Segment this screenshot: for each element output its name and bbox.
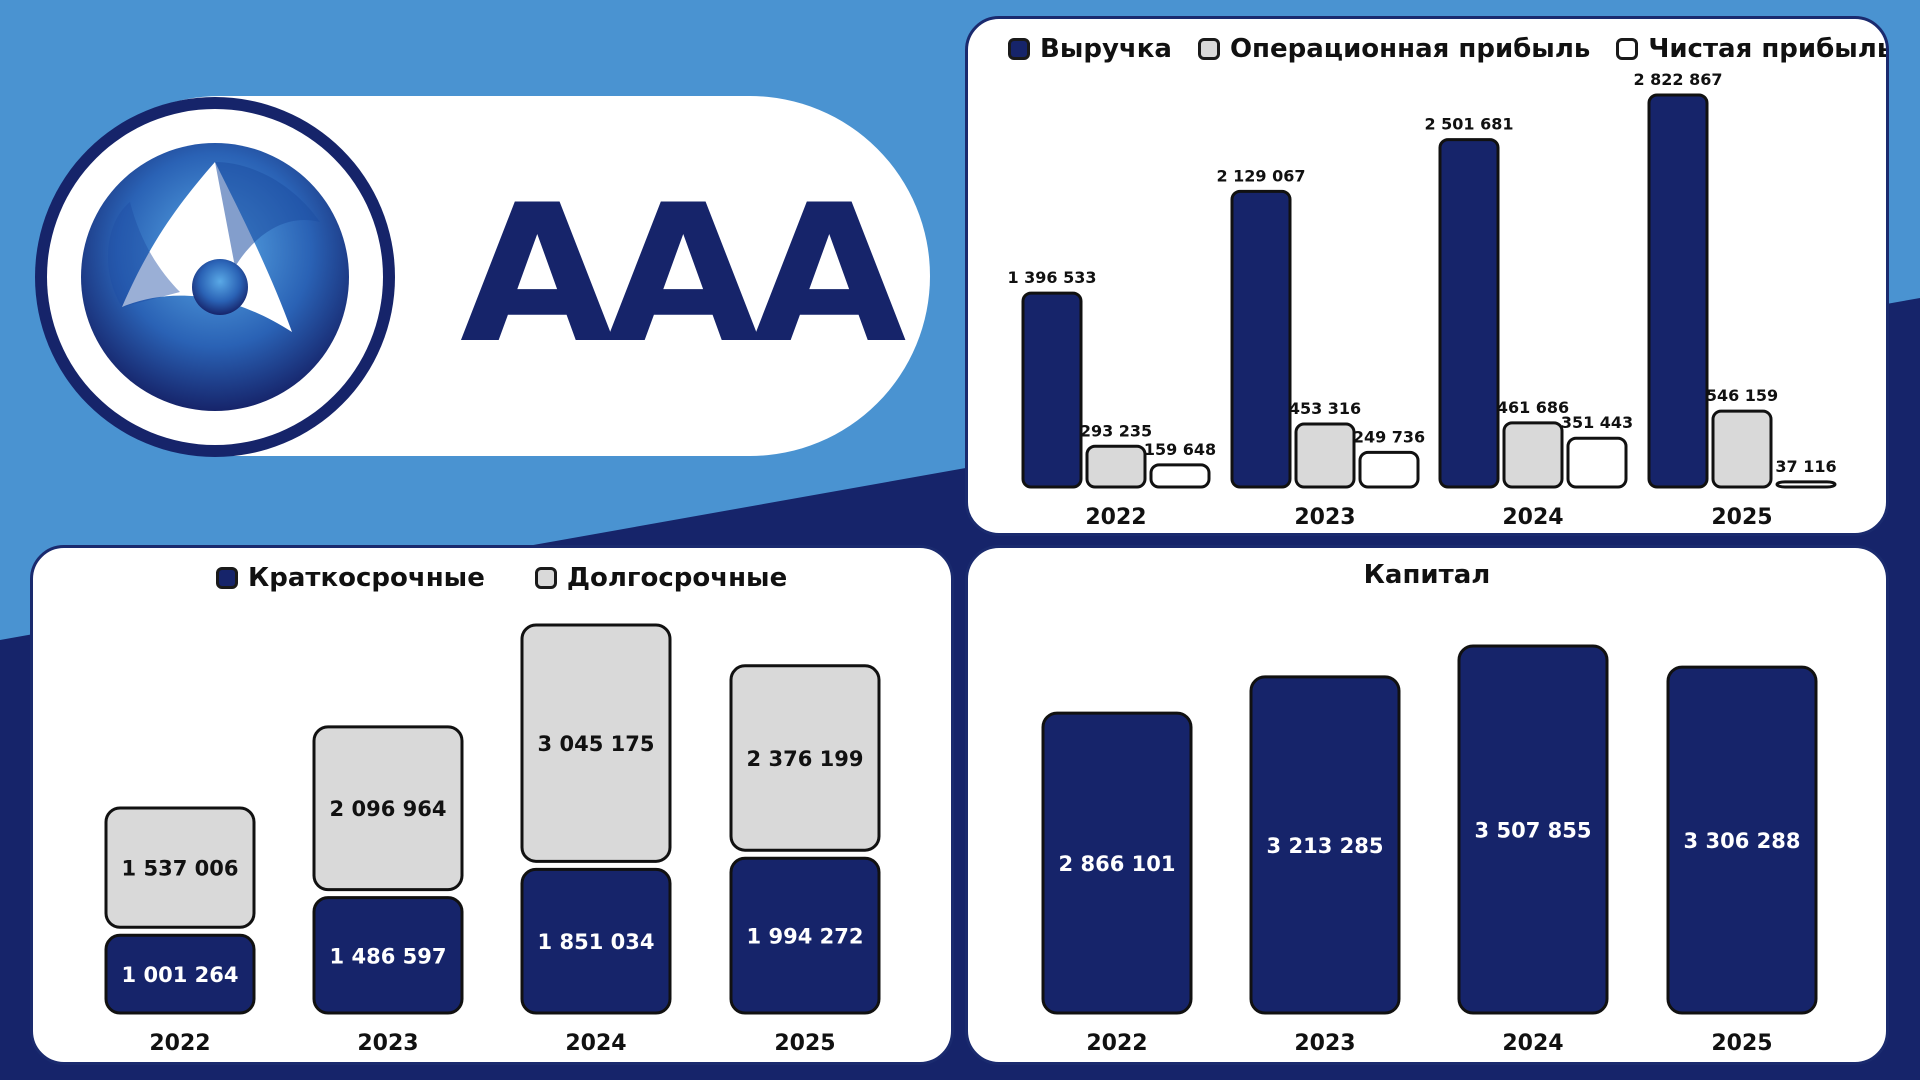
- bar-0-2024: [1438, 138, 1500, 489]
- x-tick-2022: 2022: [149, 1031, 210, 1056]
- x-tick-2023: 2023: [1294, 505, 1355, 530]
- data-label-short-term-2025: 1 994 272: [747, 925, 864, 949]
- bar-2-2024: [1566, 436, 1628, 489]
- credit-rating-text: AAA: [460, 164, 906, 385]
- bar-capital-2022: [1041, 711, 1193, 1015]
- bar-1-2023: [1294, 422, 1356, 489]
- x-tick-2024: 2024: [1502, 1031, 1563, 1056]
- debt-chart-panel: Краткосрочные Долгосрочные 1 001 264 1 53…: [30, 545, 954, 1065]
- bar-2-2022: [1149, 463, 1211, 489]
- legend-label-net-profit: Чистая прибыль: [1648, 34, 1889, 64]
- data-label-capital-2025: 3 306 288: [1684, 829, 1801, 853]
- bar-long-term-2025: [729, 664, 881, 852]
- data-label-1-2023: 453 316: [1289, 399, 1361, 418]
- legend-swatch-revenue: [1008, 38, 1030, 60]
- x-tick-2024: 2024: [1502, 505, 1563, 530]
- bar-0-2025: [1647, 93, 1709, 489]
- bar-short-term-2024: [520, 867, 672, 1015]
- debt-stacked-bar-chart: 1 001 264 1 537 006 2022 1 486 597 2 096 964…: [104, 623, 881, 1056]
- data-label-1-2024: 461 686: [1497, 398, 1569, 417]
- data-label-short-term-2023: 1 486 597: [330, 944, 447, 968]
- data-label-short-term-2022: 1 001 264: [122, 963, 239, 987]
- legend-label-revenue: Выручка: [1040, 34, 1172, 64]
- data-label-capital-2023: 3 213 285: [1267, 834, 1384, 858]
- data-label-0-2023: 2 129 067: [1216, 166, 1305, 185]
- data-label-1-2025: 546 159: [1706, 386, 1778, 405]
- debt-legend: Краткосрочные Долгосрочные: [216, 558, 813, 598]
- x-tick-2022: 2022: [1086, 1031, 1147, 1056]
- data-label-0-2024: 2 501 681: [1424, 115, 1513, 134]
- data-label-0-2022: 1 396 533: [1007, 268, 1096, 287]
- data-label-1-2022: 293 235: [1080, 421, 1152, 440]
- bar-0-2023: [1230, 189, 1292, 489]
- legend-item-net-profit: Чистая прибыль: [1616, 34, 1889, 64]
- x-tick-2024: 2024: [565, 1031, 626, 1056]
- legend-item-revenue: Выручка: [1008, 34, 1172, 64]
- data-label-0-2025: 2 822 867: [1633, 70, 1722, 89]
- legend-label-long-term: Долгосрочные: [566, 563, 788, 593]
- bar-long-term-2022: [104, 806, 256, 929]
- legend-swatch-long-term: [534, 567, 557, 589]
- x-tick-2023: 2023: [1294, 1031, 1355, 1056]
- x-tick-2025: 2025: [1711, 1031, 1772, 1056]
- data-label-long-term-2022: 1 537 006: [122, 857, 239, 881]
- bar-long-term-2023: [312, 725, 464, 892]
- bar-long-term-2024: [520, 623, 672, 863]
- atom-logo-icon: [35, 97, 395, 457]
- data-label-2-2025: 37 116: [1775, 457, 1836, 476]
- income-legend: Выручка Операционная прибыль Чистая приб…: [1008, 29, 1889, 69]
- bar-short-term-2023: [312, 896, 464, 1015]
- bar-short-term-2022: [104, 933, 256, 1015]
- bar-2-2025: [1775, 480, 1837, 489]
- capital-chart-title: Капитал: [1363, 560, 1491, 590]
- legend-item-operating-profit: Операционная прибыль: [1197, 34, 1591, 64]
- data-label-capital-2022: 2 866 101: [1059, 852, 1176, 876]
- data-label-long-term-2024: 3 045 175: [538, 732, 655, 756]
- income-chart-panel: Выручка Операционная прибыль Чистая приб…: [965, 16, 1889, 536]
- legend-swatch-net-profit: [1616, 38, 1639, 60]
- data-label-2-2024: 351 443: [1561, 413, 1633, 432]
- bar-0-2022: [1021, 291, 1083, 489]
- bar-capital-2025: [1666, 665, 1818, 1015]
- x-tick-2025: 2025: [774, 1031, 835, 1056]
- bar-capital-2024: [1457, 644, 1609, 1015]
- data-label-capital-2024: 3 507 855: [1475, 819, 1592, 843]
- company-logo: [30, 92, 400, 462]
- bar-short-term-2025: [729, 856, 881, 1015]
- bar-capital-2023: [1249, 675, 1401, 1015]
- legend-item-short-term: Краткосрочные: [216, 563, 485, 593]
- data-label-long-term-2023: 2 096 964: [330, 797, 447, 821]
- capital-chart-panel: Капитал 2 866 101 2022 3 213 285 2023 3 507 …: [965, 545, 1889, 1065]
- bar-1-2025: [1711, 409, 1773, 489]
- x-tick-2022: 2022: [1085, 505, 1146, 530]
- legend-item-long-term: Долгосрочные: [534, 563, 788, 593]
- data-label-2-2023: 249 736: [1353, 427, 1425, 446]
- bar-2-2023: [1358, 450, 1420, 489]
- legend-label-operating-profit: Операционная прибыль: [1229, 34, 1591, 64]
- data-label-short-term-2024: 1 851 034: [538, 930, 655, 954]
- capital-bar-chart: 2 866 101 2022 3 213 285 2023 3 507 855 2024 3…: [1041, 644, 1818, 1056]
- legend-swatch-short-term: [216, 567, 238, 589]
- legend-label-short-term: Краткосрочные: [248, 563, 485, 593]
- bar-1-2024: [1502, 421, 1564, 489]
- data-label-long-term-2025: 2 376 199: [747, 747, 864, 771]
- data-label-2-2022: 159 648: [1144, 440, 1216, 459]
- legend-swatch-operating-profit: [1197, 38, 1220, 60]
- x-tick-2025: 2025: [1711, 505, 1772, 530]
- bar-1-2022: [1085, 444, 1147, 489]
- x-tick-2023: 2023: [357, 1031, 418, 1056]
